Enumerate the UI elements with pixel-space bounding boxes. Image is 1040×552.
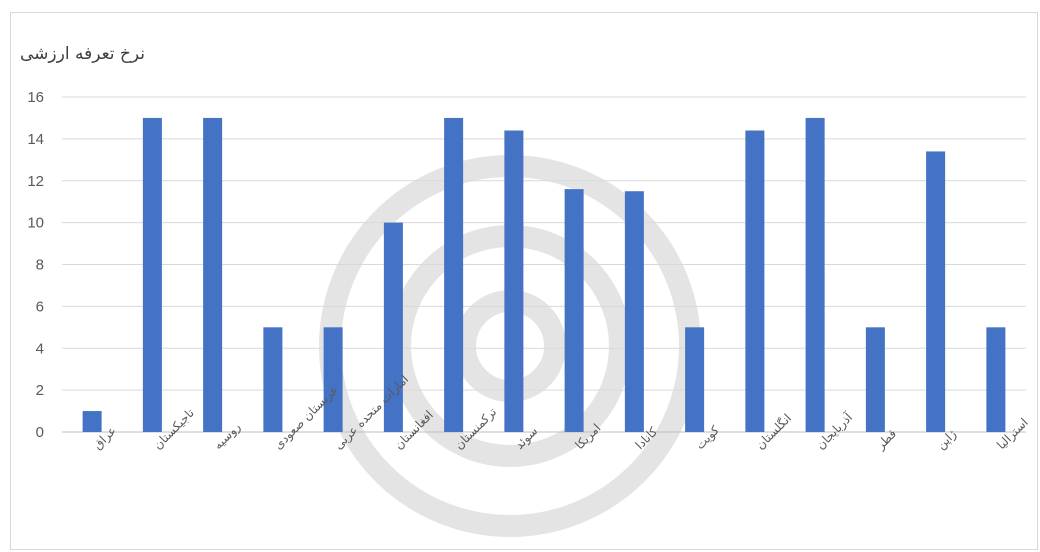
bar <box>685 327 705 432</box>
bar <box>564 189 584 432</box>
bar <box>383 222 403 432</box>
y-tick-label: 10 <box>27 215 44 232</box>
bar <box>444 117 464 432</box>
bar <box>865 327 885 432</box>
y-tick-label: 8 <box>36 257 44 274</box>
y-tick-label: 12 <box>27 173 44 190</box>
bar <box>82 411 102 432</box>
y-tick-label: 6 <box>36 298 44 315</box>
bar <box>624 191 644 432</box>
y-tick-label: 16 <box>27 89 44 106</box>
bar <box>263 327 283 432</box>
bar <box>142 117 162 432</box>
y-tick-label: 4 <box>36 340 44 357</box>
chart-frame <box>10 12 1038 550</box>
bar <box>986 327 1006 432</box>
y-tick-label: 14 <box>27 131 44 148</box>
chart-title: نرخ تعرفه ارزشی <box>20 44 146 64</box>
bar <box>745 130 765 432</box>
bar <box>203 117 223 432</box>
bar <box>504 130 524 432</box>
bar <box>926 151 946 432</box>
y-tick-label: 0 <box>36 424 44 441</box>
y-tick-label: 2 <box>36 382 44 399</box>
bar <box>323 327 343 432</box>
bar <box>805 117 825 432</box>
